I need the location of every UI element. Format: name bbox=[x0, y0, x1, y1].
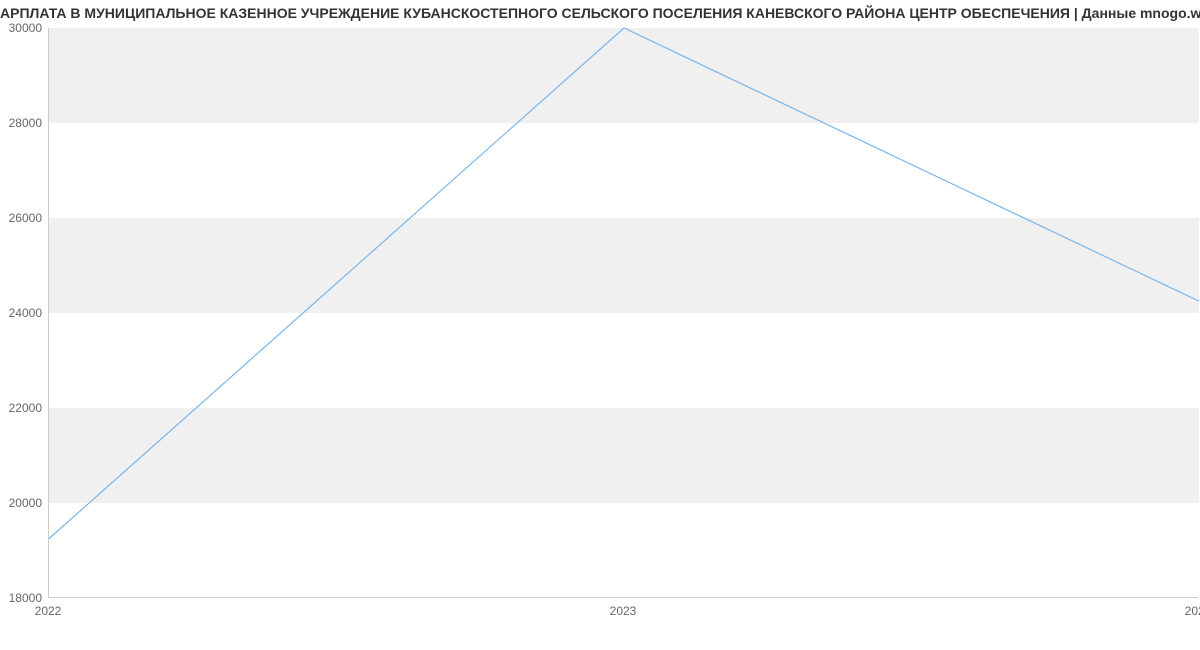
plot-area bbox=[48, 28, 1198, 598]
y-tick-label: 24000 bbox=[0, 306, 42, 320]
y-tick-label: 18000 bbox=[0, 591, 42, 605]
x-tick-label: 2022 bbox=[35, 604, 62, 618]
y-tick-label: 28000 bbox=[0, 116, 42, 130]
y-tick-label: 26000 bbox=[0, 211, 42, 225]
chart-title: АРПЛАТА В МУНИЦИПАЛЬНОЕ КАЗЕННОЕ УЧРЕЖДЕ… bbox=[0, 5, 1200, 21]
chart-container: 18000200002200024000260002800030000 2022… bbox=[48, 28, 1198, 618]
y-tick-label: 30000 bbox=[0, 21, 42, 35]
y-tick-label: 20000 bbox=[0, 496, 42, 510]
line-layer bbox=[49, 28, 1199, 598]
x-tick-label: 2024 bbox=[1185, 604, 1200, 618]
y-tick-label: 22000 bbox=[0, 401, 42, 415]
x-tick-label: 2023 bbox=[610, 604, 637, 618]
series-salary bbox=[49, 28, 1199, 539]
